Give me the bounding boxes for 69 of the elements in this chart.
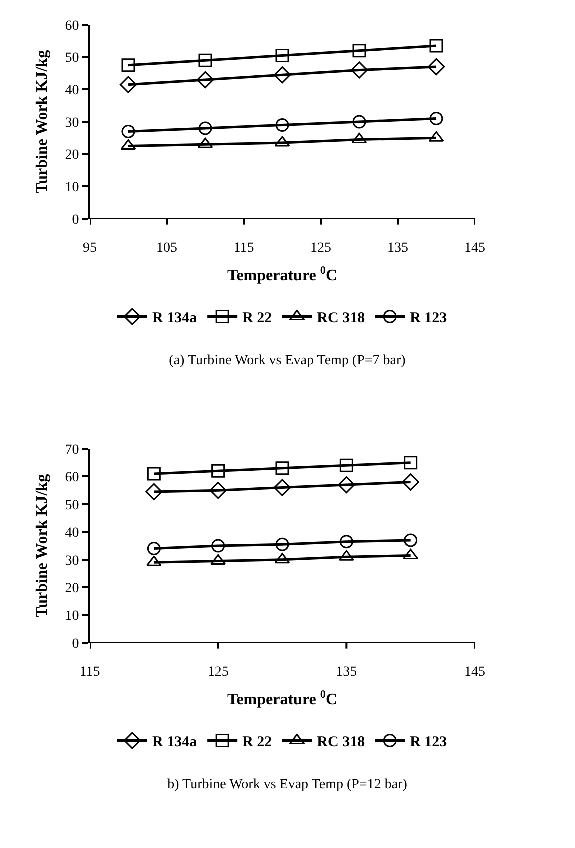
- text: b) Turbine Work vs Evap Temp (P=12 bar): [168, 778, 408, 793]
- point: [352, 44, 366, 58]
- x-tick-label: 115: [80, 665, 100, 680]
- point: [212, 464, 226, 478]
- y-tick-label: 60: [65, 470, 80, 486]
- legend-label: R 134a: [152, 734, 198, 751]
- y-tick-label: 30: [65, 116, 80, 131]
- point: [404, 534, 418, 548]
- point: [146, 483, 163, 501]
- point: [402, 474, 420, 491]
- x-tick-label: 125: [310, 241, 332, 256]
- x-tick-label: 105: [156, 241, 178, 256]
- point: [122, 124, 136, 138]
- point: [276, 538, 290, 552]
- point: [274, 479, 292, 496]
- point: [210, 482, 227, 500]
- point: [350, 62, 368, 79]
- y-tick-label: 50: [65, 498, 80, 514]
- y-tick-label: 60: [65, 18, 80, 34]
- text: (a) Turbine Work vs Evap Temp (P=7 bar): [169, 354, 406, 369]
- y-axis-title: Turbine Work KJ/kg: [34, 50, 51, 194]
- y-tick-label: 0: [72, 636, 80, 652]
- y-tick-label: 10: [65, 609, 80, 624]
- point: [276, 48, 290, 62]
- x-tick-label: 135: [336, 665, 358, 680]
- point: [198, 54, 212, 68]
- point: [340, 535, 354, 549]
- y-tick-label: 40: [65, 84, 80, 99]
- legend-label: R 123: [410, 310, 448, 327]
- point: [147, 467, 161, 481]
- legend-label: R 22: [242, 310, 272, 327]
- point: [430, 112, 444, 126]
- y-tick-label: 40: [65, 526, 80, 542]
- x-axis-title: Temperature $^{0}$C: [227, 688, 338, 709]
- legend-label: R 22: [242, 734, 272, 751]
- y-tick-label: 50: [65, 51, 80, 66]
- x-tick-label: 135: [388, 241, 408, 256]
- point: [274, 66, 292, 84]
- legend-label: R 134a: [152, 310, 198, 327]
- point: [276, 118, 290, 132]
- x-axis-title: Temperature $^{0}$C: [227, 264, 338, 285]
- point: [196, 71, 214, 89]
- point: [212, 539, 226, 553]
- point: [340, 458, 354, 472]
- point: [120, 76, 138, 94]
- point: [428, 58, 446, 76]
- x-tick-label: 125: [208, 665, 229, 680]
- point: [352, 115, 366, 129]
- legend-label: RC 318: [317, 310, 366, 327]
- x-tick-label: 145: [464, 665, 486, 680]
- point: [404, 456, 418, 470]
- point: [198, 122, 212, 136]
- x-tick-label: 115: [234, 241, 254, 256]
- y-tick-label: 30: [65, 554, 80, 569]
- y-axis-title: Turbine Work KJ/kg: [34, 474, 51, 618]
- point: [122, 58, 136, 72]
- point: [430, 39, 444, 53]
- y-tick-label: 10: [65, 180, 80, 196]
- y-tick-label: 20: [65, 581, 80, 596]
- y-tick-label: 70: [65, 442, 80, 458]
- y-tick-label: 20: [65, 148, 80, 164]
- point: [276, 462, 290, 476]
- legend-label: R 123: [410, 734, 448, 751]
- x-tick-label: 95: [83, 241, 97, 256]
- legend-label: RC 318: [317, 734, 366, 751]
- y-tick-label: 0: [72, 212, 80, 228]
- point: [338, 476, 356, 494]
- x-tick-label: 145: [464, 241, 486, 256]
- point: [147, 542, 161, 556]
